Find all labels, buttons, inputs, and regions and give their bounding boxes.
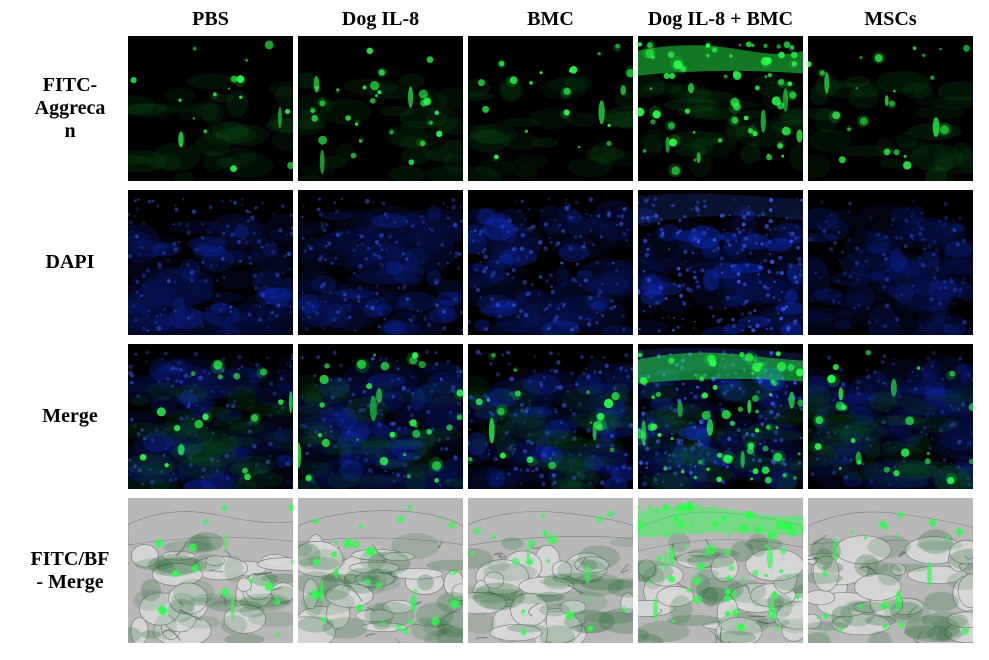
panel-fitc-il8bmc [638, 36, 803, 181]
col-header-il8bmc: Dog IL-8 + BMC [638, 8, 803, 31]
panel-fitc-il8 [298, 36, 463, 181]
panel-merge-pbs [128, 344, 293, 489]
histology-figure: PBSDog IL-8BMCDog IL-8 + BMCMSCs FITC-Agg… [0, 0, 989, 660]
panel-fitc-bmc [468, 36, 633, 181]
panel-merge-il8bmc [638, 344, 803, 489]
panel-bf-pbs [128, 498, 293, 643]
panel-merge-il8 [298, 344, 463, 489]
panel-dapi-bmc [468, 190, 633, 335]
panel-dapi-mscs [808, 190, 973, 335]
panel-dapi-il8bmc [638, 190, 803, 335]
row-label-fitc: FITC-Aggrecan [20, 74, 120, 143]
panel-fitc-mscs [808, 36, 973, 181]
row-label-merge: Merge [20, 405, 120, 428]
panel-merge-mscs [808, 344, 973, 489]
col-header-bmc: BMC [468, 8, 633, 31]
panel-bf-il8 [298, 498, 463, 643]
panel-dapi-pbs [128, 190, 293, 335]
row-label-dapi: DAPI [20, 251, 120, 274]
panel-bf-mscs [808, 498, 973, 643]
panel-fitc-pbs [128, 36, 293, 181]
col-header-mscs: MSCs [808, 8, 973, 31]
panel-merge-bmc [468, 344, 633, 489]
panel-bf-bmc [468, 498, 633, 643]
row-label-bf: FITC/BF- Merge [20, 548, 120, 594]
panel-bf-il8bmc [638, 498, 803, 643]
col-header-il8: Dog IL-8 [298, 8, 463, 31]
col-header-pbs: PBS [128, 8, 293, 31]
panel-dapi-il8 [298, 190, 463, 335]
